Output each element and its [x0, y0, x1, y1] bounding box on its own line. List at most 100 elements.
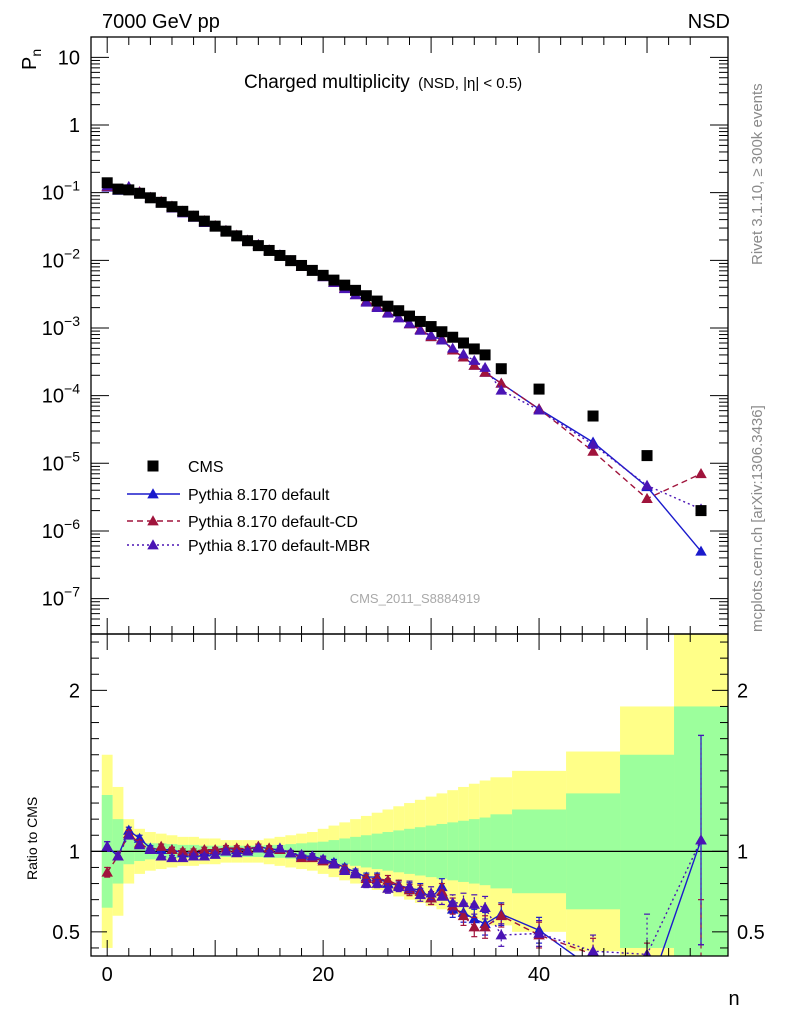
data-point: [155, 850, 167, 861]
data-point: [177, 205, 189, 217]
process-label: NSD: [688, 11, 730, 33]
data-point: [425, 321, 437, 333]
ratio-tick-label-left: 2: [69, 680, 80, 702]
data-point: [360, 290, 372, 302]
data-point: [101, 866, 113, 877]
data-point: [382, 874, 394, 885]
data-point: [166, 201, 178, 213]
data-point: [587, 445, 599, 456]
data-point: [641, 479, 653, 490]
data-point: [188, 210, 200, 222]
data-point: [447, 331, 459, 343]
legend-label: CMS: [188, 459, 224, 476]
data-point: [155, 196, 167, 208]
data-point: [198, 850, 211, 861]
data-point: [338, 864, 351, 875]
data-point: [317, 269, 329, 281]
data-point: [220, 225, 232, 237]
chart-title: Charged multiplicity (NSD, |η| < 0.5): [244, 72, 522, 93]
data-point: [404, 310, 415, 322]
data-point: [123, 829, 135, 840]
y-tick-label: 10−2: [42, 245, 80, 272]
data-point: [252, 842, 265, 853]
data-point: [695, 468, 707, 479]
data-point: [587, 945, 599, 956]
y-axis-label: Pn: [19, 49, 44, 70]
data-point: [382, 307, 394, 318]
data-point: [349, 868, 362, 879]
data-point: [425, 887, 437, 898]
data-point: [241, 845, 254, 856]
data-point: [177, 852, 189, 863]
data-point: [587, 438, 599, 449]
data-point: [231, 847, 243, 858]
data-point: [393, 305, 405, 317]
y-tick-label: 10−1: [42, 178, 80, 205]
data-point: [403, 317, 416, 328]
data-point: [144, 843, 157, 855]
data-point: [533, 383, 545, 395]
series-0: [101, 177, 707, 517]
legend: CMS Pythia 8.170 default Pythia 8.170 defa…: [127, 459, 370, 555]
data-point: [468, 913, 481, 924]
legend-label: Pythia 8.170 default-CD: [188, 514, 358, 531]
data-point: [414, 889, 427, 900]
x-axis-label: n: [728, 988, 739, 1010]
y-tick-label: 10−4: [42, 381, 80, 408]
data-point: [112, 850, 124, 861]
legend-entry: Pythia 8.170 default: [127, 487, 330, 504]
y-tick-label: 10−7: [42, 584, 80, 611]
data-point: [187, 850, 200, 861]
data-point: [101, 840, 113, 851]
data-point: [446, 342, 459, 353]
data-point: [274, 249, 286, 261]
data-point: [198, 843, 211, 855]
data-point: [147, 488, 159, 499]
data-point: [457, 337, 469, 349]
ratio-tick-label-right: 2: [737, 680, 748, 702]
data-point: [457, 910, 470, 921]
y-tick-label: 1: [69, 115, 80, 137]
data-point: [468, 921, 481, 932]
data-point: [209, 220, 221, 232]
data-point: [144, 192, 156, 204]
data-point: [296, 259, 308, 271]
data-point: [360, 296, 373, 307]
legend-label: Pythia 8.170 default-MBR: [188, 538, 370, 555]
data-point: [371, 301, 383, 312]
data-point: [134, 187, 146, 199]
data-point: [274, 842, 286, 853]
legend-label: Pythia 8.170 default: [188, 487, 330, 504]
data-point: [403, 881, 416, 892]
data-point: [198, 215, 210, 227]
data-point: [382, 882, 394, 893]
data-point: [371, 295, 383, 307]
data-point: [339, 279, 351, 291]
y-tick-label: 10: [58, 47, 80, 69]
chart-title-main: Charged multiplicity: [244, 72, 410, 93]
x-tick-label: 40: [528, 964, 550, 986]
data-point: [147, 460, 159, 472]
data-point: [479, 901, 491, 913]
data-point: [231, 230, 243, 242]
ratio-uncertainty-bands: [101, 634, 728, 956]
y-tick-label: 10−3: [42, 313, 80, 340]
x-tick-label: 20: [312, 964, 334, 986]
data-point: [495, 384, 508, 395]
data-point: [425, 329, 437, 340]
data-point: [123, 184, 135, 196]
data-point: [468, 354, 481, 365]
data-point: [414, 315, 426, 327]
data-point: [695, 505, 707, 517]
data-point: [495, 363, 507, 375]
data-point: [328, 858, 340, 869]
data-point: [177, 845, 189, 856]
main-frame: [90, 36, 729, 635]
data-point: [147, 515, 159, 526]
data-point: [166, 852, 178, 863]
data-point: [457, 348, 470, 359]
data-point: [436, 326, 448, 338]
data-point: [479, 349, 491, 361]
data-point: [446, 897, 459, 908]
